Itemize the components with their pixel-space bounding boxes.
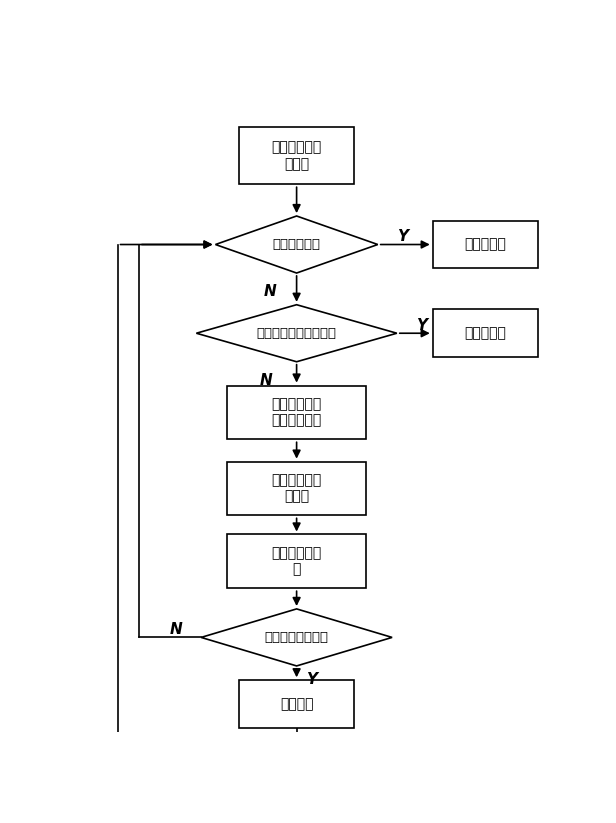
Text: 是否达到最大迭代次数: 是否达到最大迭代次数 [257, 327, 336, 340]
Text: 训练失败！: 训练失败！ [464, 326, 506, 340]
Bar [432, 309, 538, 357]
Text: N: N [259, 373, 272, 388]
Bar [227, 462, 366, 515]
Bar [432, 221, 538, 268]
Bar [227, 534, 366, 588]
Text: Y: Y [306, 672, 317, 687]
Text: N: N [169, 622, 182, 637]
Text: Y: Y [397, 230, 408, 244]
Text: Y: Y [416, 319, 427, 333]
Polygon shape [197, 305, 397, 362]
Text: 向前计算隐层
输出层的输出: 向前计算隐层 输出层的输出 [272, 398, 322, 427]
Text: 训练成功！: 训练成功！ [464, 238, 506, 252]
Text: 样本是否学习完毕: 样本是否学习完毕 [265, 631, 328, 644]
Text: 误差是否收敛: 误差是否收敛 [273, 238, 320, 251]
Text: 修正权值和阅
值: 修正权值和阅 值 [272, 546, 322, 576]
Polygon shape [216, 216, 378, 273]
Bar [239, 680, 354, 728]
Text: 向后计算各层
的误差: 向后计算各层 的误差 [272, 473, 322, 504]
Bar [239, 128, 354, 184]
Bar [227, 385, 366, 439]
Text: N: N [264, 285, 277, 300]
Text: 权值和阅值初
值设定: 权值和阅值初 值设定 [272, 141, 322, 171]
Polygon shape [201, 609, 392, 666]
Text: 计算误差: 计算误差 [280, 697, 314, 711]
